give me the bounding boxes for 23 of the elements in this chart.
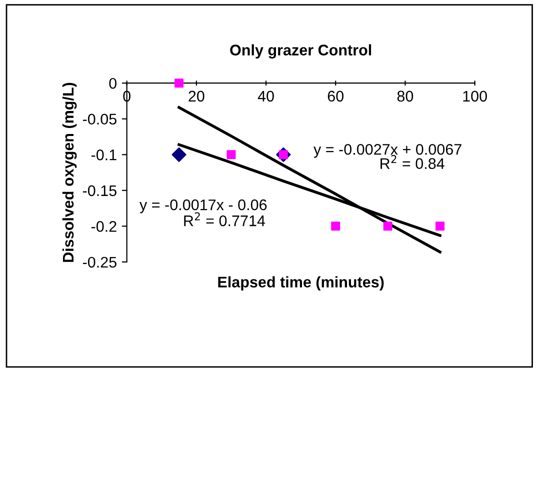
y-tick-label: -0.15 [82,185,116,196]
x-axis-title: Elapsed time (minutes) [218,276,384,291]
annotation: y = -0.0017x - 0.06 [140,199,267,214]
point [226,150,236,160]
x-tick-label: 20 [188,90,204,102]
x-tick-label: 40 [258,90,274,102]
point [435,222,444,231]
y-tick-label: -0.1 [91,150,116,160]
y-axis-title: Dissolved oxygen (mg/L) [62,82,77,262]
point [331,222,340,231]
x-tick-label: 100 [463,90,487,102]
y-tick-label: 0 [109,78,117,89]
x-tick-label: 60 [328,90,344,102]
annotation: R$^{2}$ = 0.84 [380,155,444,169]
y-tick-label: -0.25 [82,256,116,268]
chart-title: Only grazer Control [230,44,372,59]
y-tick-label: -0.2 [91,221,116,232]
point [172,147,186,162]
point [383,222,392,231]
annotation: R$^{2}$ = 0.7714 [184,212,266,226]
y-tick-label: -0.05 [82,114,116,125]
point [174,78,184,88]
x-tick-label: 80 [397,90,414,102]
